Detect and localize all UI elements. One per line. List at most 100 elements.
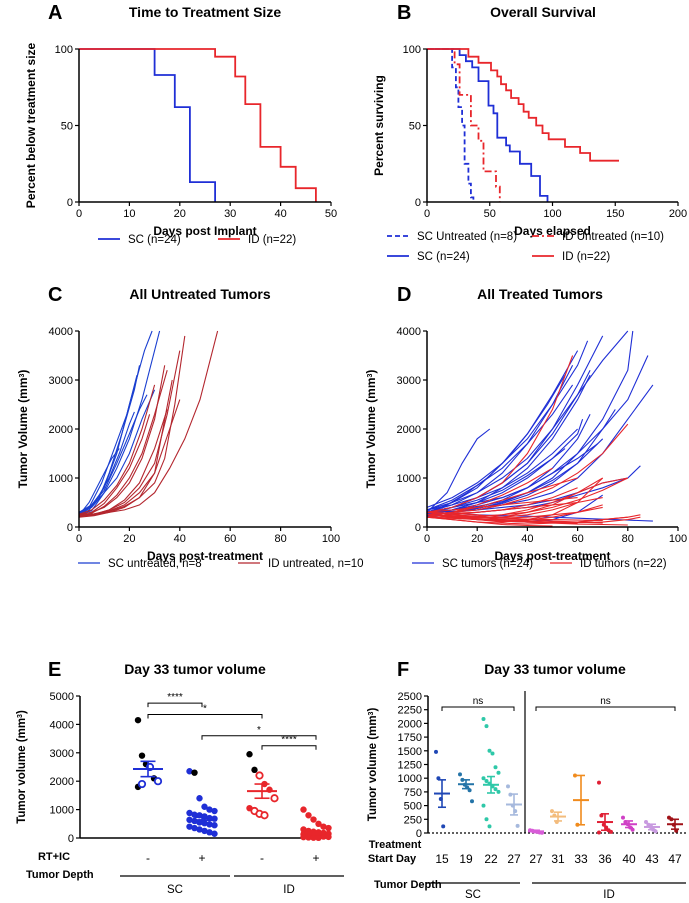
y-axis-label: Tumor Volume (mm3): [364, 370, 378, 489]
significance-label: *: [257, 725, 261, 736]
legend-label: SC (n=24): [128, 234, 181, 246]
legend-label: ID (n=22): [248, 234, 296, 246]
data-point: [255, 771, 264, 780]
x-axis-label: Days elapsed: [514, 224, 591, 238]
y-tick-label: 1250: [398, 760, 422, 772]
rt-ic-value: -: [260, 851, 264, 865]
x-tick-label: 50: [484, 208, 496, 220]
data-point: [153, 777, 163, 786]
x-axis-label: Days post-treatment: [147, 549, 263, 563]
data-point: [597, 830, 601, 835]
series-line: [78, 335, 186, 517]
data-point: [597, 780, 601, 785]
significance-label: ****: [281, 735, 297, 746]
x-tick-label: 0: [76, 208, 82, 220]
series-line: [427, 48, 619, 162]
start-day-value: 19: [459, 852, 473, 866]
data-point: [246, 751, 253, 758]
data-point: [138, 752, 146, 759]
series-line: [79, 48, 317, 202]
depth-group-label: SC: [465, 889, 481, 901]
series-line: [426, 514, 603, 522]
data-point: [493, 787, 498, 792]
significance-label: ****: [167, 692, 183, 703]
y-tick-label: 4000: [50, 719, 74, 731]
data-point: [201, 827, 208, 835]
y-tick-label: 0: [415, 197, 421, 209]
y-tick-label: 1000: [50, 805, 74, 817]
data-point: [186, 823, 193, 830]
start-day-value: 36: [598, 852, 612, 866]
start-day-value: 27: [529, 852, 543, 866]
row-label: Start Day: [368, 853, 417, 865]
data-point: [186, 809, 193, 817]
data-point: [484, 724, 489, 729]
y-tick-label: 5000: [50, 691, 74, 703]
y-tick-label: 2000: [398, 718, 422, 730]
y-tick-label: 1000: [398, 773, 422, 785]
series-line: [426, 384, 574, 511]
series-line: [78, 330, 161, 515]
data-point: [481, 776, 486, 781]
y-tick-label: 3000: [50, 748, 74, 760]
x-tick-label: 20: [174, 208, 186, 220]
data-point: [434, 749, 438, 754]
y-tick-label: 3000: [49, 375, 73, 387]
x-tick-label: 80: [274, 533, 286, 545]
data-point: [300, 826, 307, 833]
data-point: [484, 778, 489, 783]
y-tick-label: 0: [67, 522, 73, 534]
data-point: [441, 824, 446, 829]
x-tick-label: 10: [123, 208, 135, 220]
panel-e: E Day 33 tumor volume 0 1000 2000 3000 4000 500…: [16, 659, 344, 896]
data-point: [186, 768, 193, 775]
data-point: [270, 794, 279, 803]
y-axis-label: Tumor Volume (mm3): [16, 370, 30, 489]
y-tick-label: 100: [403, 44, 421, 56]
data-point: [315, 820, 322, 827]
y-tick-label: 4000: [49, 326, 73, 338]
data-point: [137, 779, 147, 789]
y-tick-label: 1500: [398, 746, 422, 758]
legend-label: ID Untreated (n=10): [562, 231, 664, 243]
series-line: [426, 428, 578, 511]
data-point: [206, 806, 213, 813]
data-point: [211, 807, 218, 815]
data-point: [490, 751, 495, 756]
y-tick-label: 1000: [397, 473, 421, 485]
series-line: [78, 409, 168, 517]
chart-title: Day 33 tumor volume: [484, 661, 626, 677]
x-tick-label: 200: [669, 208, 687, 220]
significance-label: ns: [600, 696, 611, 707]
row-label: Treatment: [369, 839, 422, 851]
data-point: [550, 809, 554, 814]
x-tick-label: 20: [123, 533, 135, 545]
data-point: [305, 812, 312, 819]
significance-label: *: [203, 703, 207, 714]
significance-bracket: [147, 702, 203, 708]
data-point: [206, 829, 213, 836]
data-point: [211, 822, 218, 829]
data-point: [325, 824, 332, 832]
series-line: [78, 370, 168, 518]
x-tick-label: 40: [274, 208, 286, 220]
data-point: [191, 824, 198, 832]
series-line: [426, 330, 629, 513]
start-day-value: 15: [435, 852, 449, 866]
y-tick-label: 2000: [50, 776, 74, 788]
y-tick-label: 750: [404, 787, 422, 799]
y-tick-label: 100: [55, 44, 73, 56]
data-point: [621, 815, 625, 820]
x-tick-label: 0: [424, 208, 430, 220]
data-point: [493, 765, 498, 770]
row-label: Tumor Depth: [374, 879, 442, 891]
data-point: [496, 770, 501, 775]
panel-letter: D: [397, 284, 411, 306]
y-tick-label: 2000: [49, 424, 73, 436]
legend-label: ID untreated, n=10: [268, 558, 364, 570]
data-point: [470, 799, 474, 804]
data-point: [458, 772, 462, 777]
x-tick-label: 100: [669, 533, 687, 545]
x-tick-label: 40: [521, 533, 533, 545]
legend-label: SC (n=24): [417, 251, 470, 263]
